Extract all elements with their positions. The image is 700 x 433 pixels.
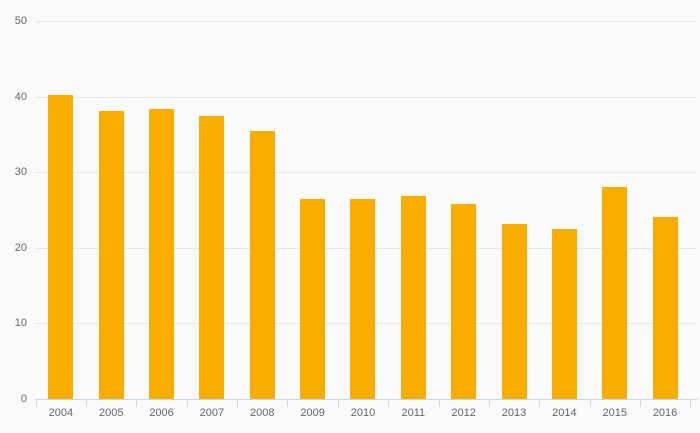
bar-2005[interactable]	[98, 110, 124, 399]
axis-tick	[136, 399, 138, 407]
x-axis-label: 2011	[401, 407, 426, 419]
y-axis-label: 50	[14, 15, 27, 27]
axis-tick	[337, 399, 339, 407]
axis-tick	[237, 399, 239, 407]
x-axis-label: 2013	[501, 407, 527, 419]
axis-tick	[589, 399, 591, 407]
x-axis-line	[35, 399, 697, 400]
gridline	[35, 21, 697, 22]
x-axis-label: 2014	[552, 407, 577, 419]
x-axis-label: 2004	[48, 407, 74, 419]
axis-tick	[438, 399, 440, 407]
bar-2010[interactable]	[350, 198, 376, 399]
axis-tick	[488, 399, 490, 407]
x-axis-label: 2007	[199, 407, 225, 419]
bar-2016[interactable]	[652, 216, 678, 399]
x-axis-label: 2010	[350, 407, 376, 419]
x-axis-label: 2006	[149, 407, 174, 419]
axis-tick	[388, 399, 390, 407]
x-axis-label: 2005	[98, 407, 124, 419]
gridline	[35, 172, 697, 174]
bar-2012[interactable]	[451, 203, 477, 399]
x-axis-label: 2015	[602, 407, 627, 419]
bar-2008[interactable]	[249, 131, 275, 399]
axis-tick	[639, 399, 641, 407]
bar-2004[interactable]	[48, 95, 74, 399]
y-axis-label: 20	[14, 241, 27, 254]
y-axis-label: 30	[14, 166, 27, 179]
axis-tick	[690, 399, 692, 407]
axis-tick	[539, 399, 541, 407]
bar-2007[interactable]	[199, 116, 225, 399]
axis-tick	[186, 399, 188, 407]
bar-2009[interactable]	[300, 199, 326, 399]
bar-2006[interactable]	[149, 108, 175, 399]
x-axis-label: 2009	[300, 407, 325, 419]
x-axis-label: 2008	[250, 407, 275, 419]
bar-2015[interactable]	[602, 187, 628, 399]
gridline	[35, 96, 697, 98]
axis-tick	[35, 399, 37, 407]
y-axis-label: 40	[14, 90, 27, 103]
y-axis-label: 0	[20, 393, 27, 405]
bar-2011[interactable]	[400, 196, 426, 399]
axis-tick	[287, 399, 289, 407]
bar-2013[interactable]	[501, 223, 527, 399]
x-axis-label: 2016	[652, 407, 678, 419]
x-axis-label: 2012	[451, 407, 476, 419]
axis-tick	[86, 399, 88, 407]
bar-2014[interactable]	[551, 228, 577, 399]
y-axis-label: 10	[14, 317, 27, 330]
